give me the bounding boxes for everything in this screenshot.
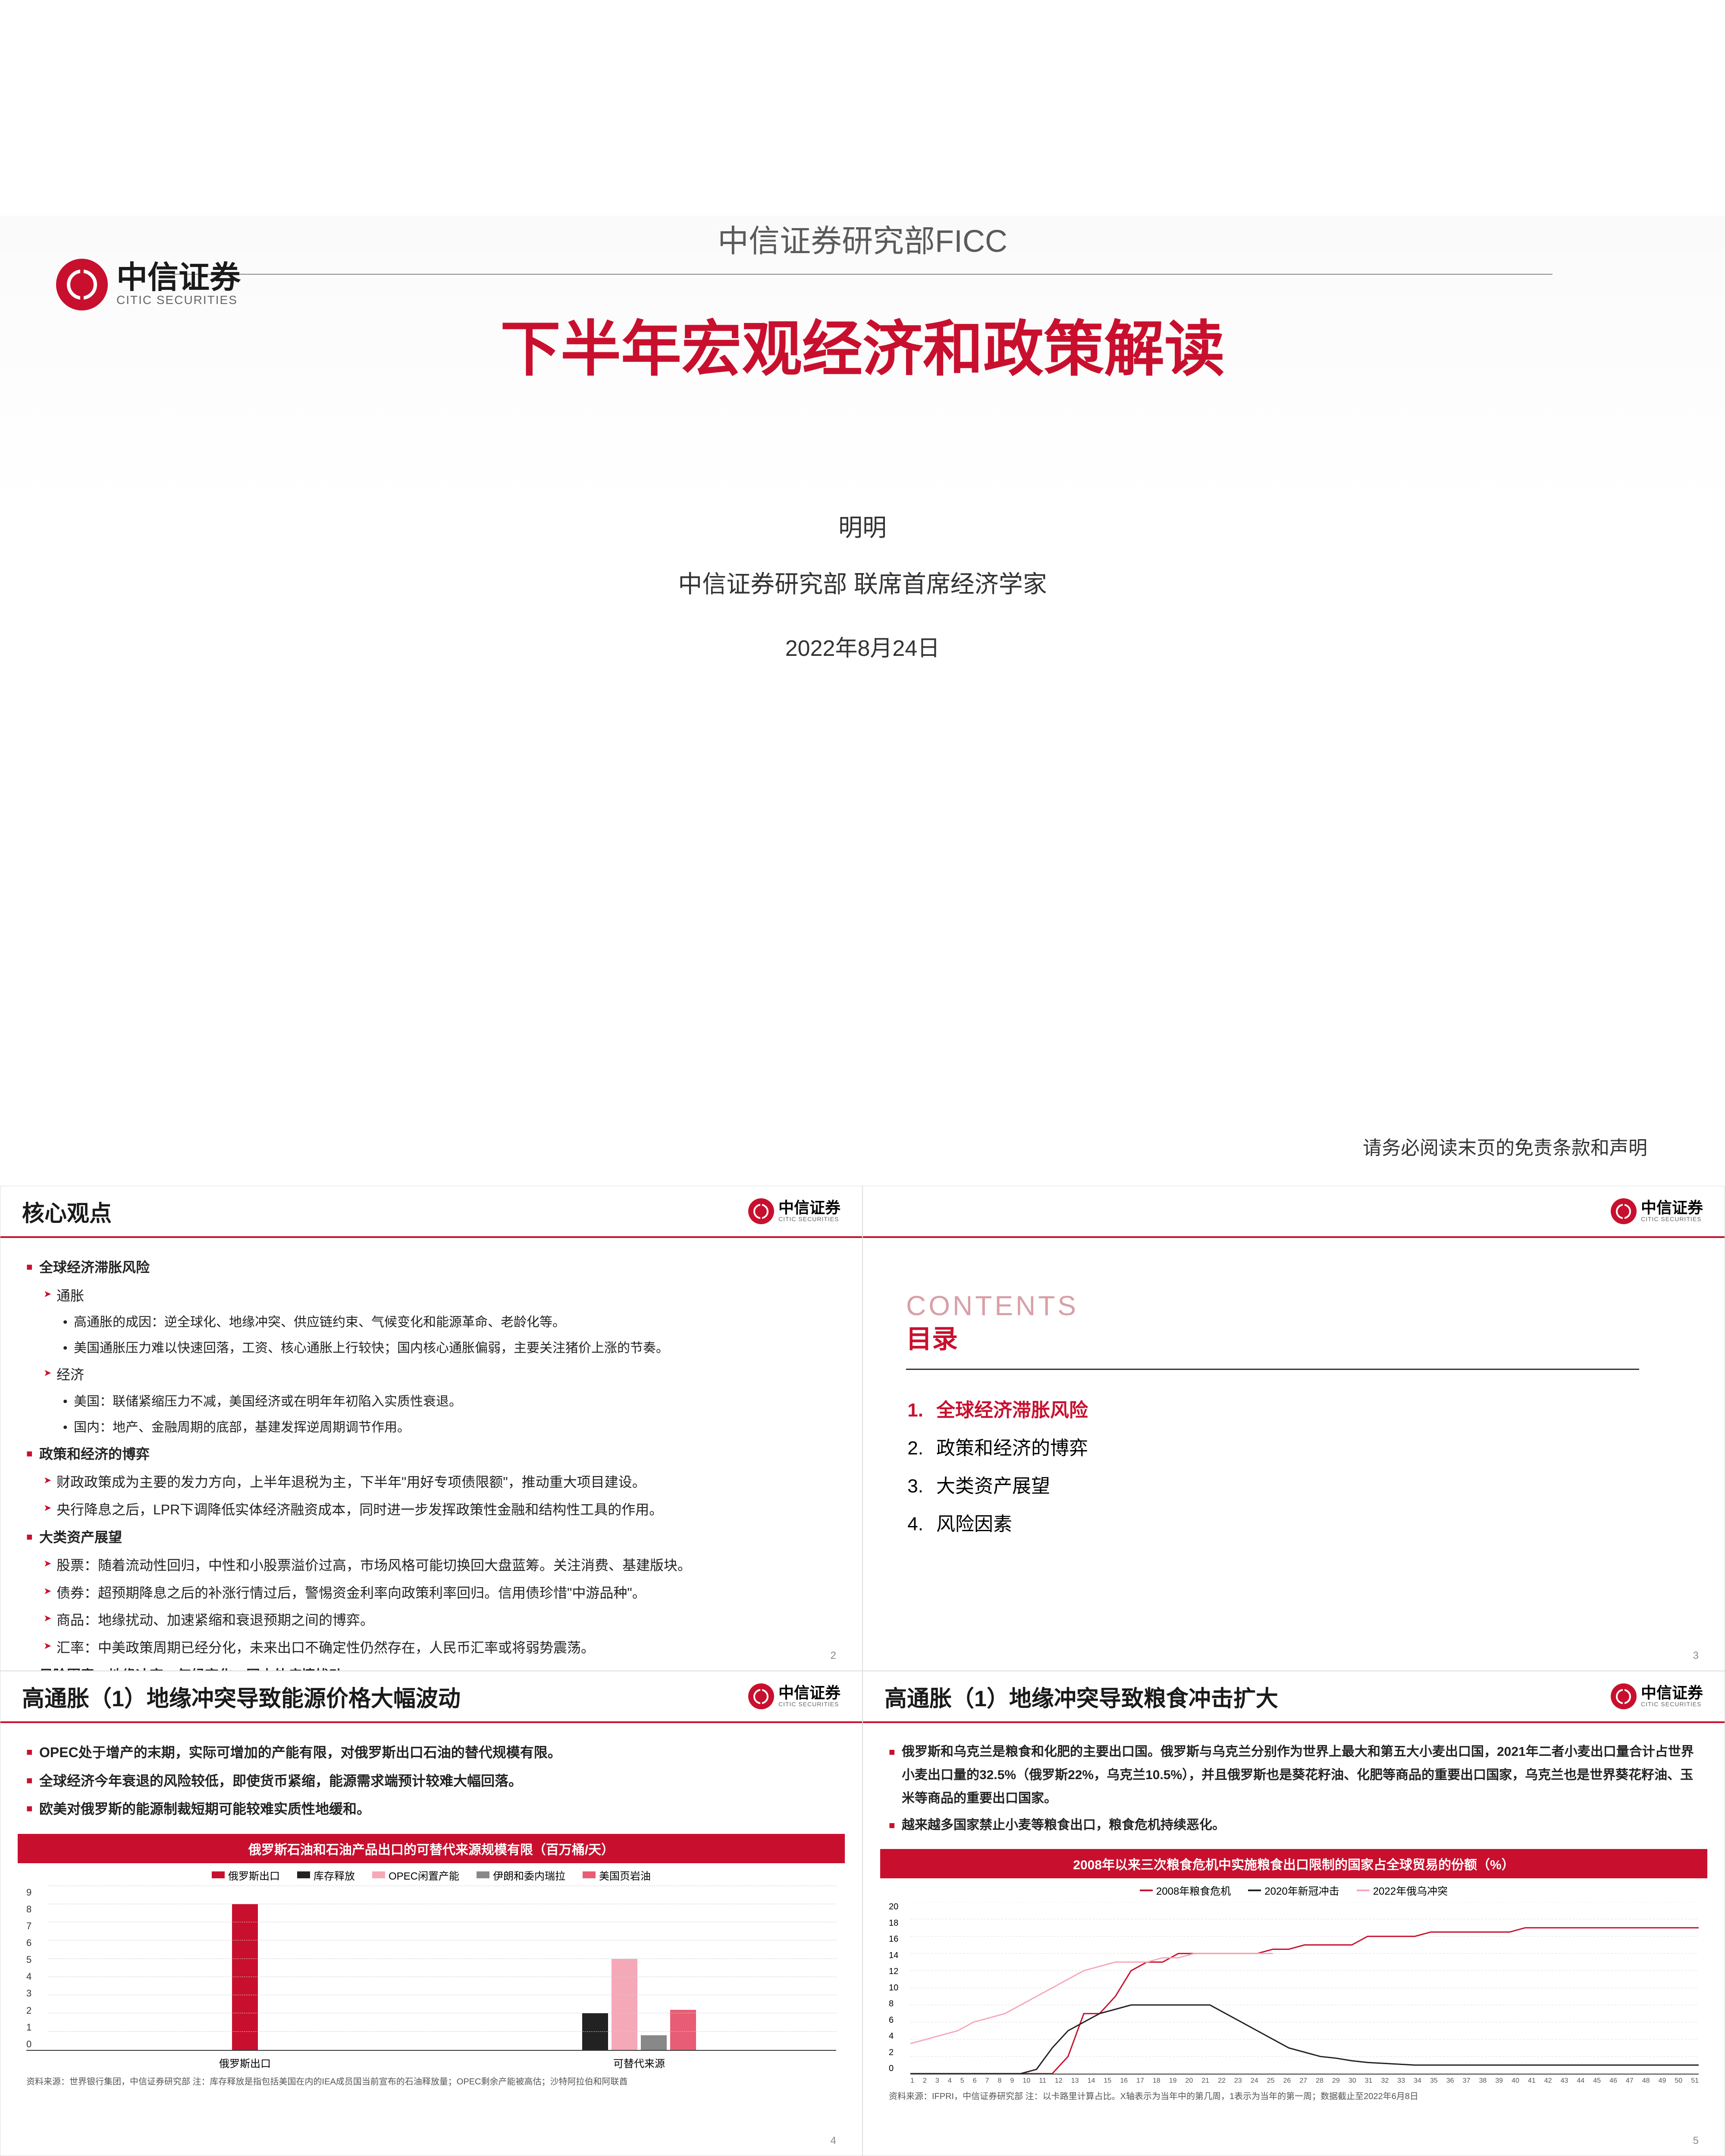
slide-grid: 核心观点 中信证券CITIC SECURITIES 全球经济滞胀风险通胀高通胀的…	[0, 1186, 1725, 2156]
bullet-l2: 股票：随着流动性回归，中性和小股票溢价过高，市场风格可能切换回大盘蓝筹。关注消费…	[26, 1553, 836, 1578]
cover-title: 下半年宏观经济和政策解读	[0, 301, 1725, 388]
bar	[612, 1959, 637, 2050]
bullet-l2: 债券：超预期降息之后的补涨行情过后，警惕资金利率向政策利率回归。信用债珍惜"中游…	[26, 1581, 836, 1606]
slide-header: 核心观点 中信证券CITIC SECURITIES	[0, 1186, 862, 1238]
contents-label-cn: 目录	[906, 1318, 1681, 1356]
legend-item: 2022年俄乌冲突	[1357, 1883, 1448, 1898]
page-number: 3	[1693, 1650, 1699, 1662]
slide-header: 中信证券CITIC SECURITIES	[863, 1186, 1725, 1238]
contents-body: CONTENTS 目录 1.全球经济滞胀风险2.政策和经济的博弈3.大类资产展望…	[863, 1238, 1725, 1595]
chart-title: 俄罗斯石油和石油产品出口的可替代来源规模有限（百万桶/天）	[18, 1834, 845, 1863]
chart-source: 资料来源：世界银行集团，中信证券研究部 注：库存释放是指包括美国在内的IEA成员…	[26, 2075, 836, 2087]
legend-item: 俄罗斯出口	[212, 1868, 280, 1883]
slide-body: OPEC处于增产的末期，实际可增加的产能有限，对俄罗斯出口石油的替代规模有限。全…	[0, 1723, 862, 1830]
bullet-l2: 商品：地缘扰动、加速紧缩和衰退预期之间的博弈。	[26, 1608, 836, 1633]
cover-disclaimer: 请务必阅读末页的免责条款和声明	[1363, 1132, 1647, 1160]
cover-divider	[172, 274, 1552, 275]
bullet-l2: 通胀	[26, 1284, 836, 1309]
bar	[582, 2013, 608, 2049]
slide-logo: 中信证券CITIC SECURITIES	[748, 1683, 841, 1709]
bullet-l2: 经济	[26, 1363, 836, 1388]
bullet-l3: 美国：联储紧缩压力不减，美国经济或在明年年初陷入实质性衰退。	[26, 1390, 836, 1413]
legend-item: 2008年粮食危机	[1140, 1883, 1231, 1898]
bullet-l1: 俄罗斯和乌克兰是粮食和化肥的主要出口国。俄罗斯与乌克兰分别作为世界上最大和第五大…	[889, 1740, 1699, 1810]
logo-en: CITIC SECURITIES	[116, 293, 241, 307]
bullet-l1: 风险因素：地缘冲突、气候变化、国内外疫情扰动。	[26, 1663, 836, 1671]
bullet-l1: 欧美对俄罗斯的能源制裁短期可能较难实质性地缓和。	[26, 1797, 836, 1822]
chart-legend: 2008年粮食危机 2020年新冠冲击 2022年俄乌冲突	[863, 1883, 1725, 1898]
slide-body: 俄罗斯和乌克兰是粮食和化肥的主要出口国。俄罗斯与乌克兰分别作为世界上最大和第五大…	[863, 1723, 1725, 1845]
toc-item: 3.大类资产展望	[906, 1467, 1681, 1505]
slide-header: 高通胀（1）地缘冲突导致能源价格大幅波动 中信证券CITIC SECURITIE…	[0, 1671, 862, 1723]
bullet-l3: 国内：地产、金融周期的底部，基建发挥逆周期调节作用。	[26, 1416, 836, 1439]
contents-divider	[906, 1369, 1639, 1370]
bullet-l1: 全球经济滞胀风险	[26, 1255, 836, 1280]
page-number: 5	[1693, 2135, 1699, 2147]
bar	[670, 2010, 696, 2050]
legend-item: 伊朗和委内瑞拉	[477, 1868, 565, 1883]
bar	[641, 2035, 667, 2050]
toc-item: 2.政策和经济的博弈	[906, 1429, 1681, 1467]
page-number: 4	[831, 2135, 836, 2147]
bullet-l1: 全球经济今年衰退的风险较低，即使货币紧缩，能源需求端预计较难大幅回落。	[26, 1769, 836, 1794]
bullet-l2: 财政政策成为主要的发力方向，上半年退税为主，下半年"用好专项债限额"，推动重大项…	[26, 1470, 836, 1495]
slide-key-points: 核心观点 中信证券CITIC SECURITIES 全球经济滞胀风险通胀高通胀的…	[0, 1186, 862, 1671]
cover-role: 中信证券研究部 联席首席经济学家	[0, 565, 1725, 600]
bullet-l1: 大类资产展望	[26, 1525, 836, 1550]
cover-slide: 中信证券 CITIC SECURITIES 中信证券研究部FICC 下半年宏观经…	[0, 216, 1725, 1186]
bar-chart: 0123456789 俄罗斯出口可替代来源	[26, 1887, 836, 2070]
slide-logo: 中信证券CITIC SECURITIES	[1611, 1198, 1703, 1224]
chart-line	[910, 1953, 1273, 2043]
bullet-l3: 高通胀的成因：逆全球化、地缘冲突、供应链约束、气候变化和能源革命、老龄化等。	[26, 1311, 836, 1334]
toc-item: 4.风险因素	[906, 1505, 1681, 1543]
logo-cn: 中信证券	[116, 262, 241, 293]
chart-source: 资料来源：IFPRI，中信证券研究部 注：以卡路里计算占比。X轴表示为当年中的第…	[889, 2089, 1699, 2102]
toc-item: 1.全球经济滞胀风险	[906, 1391, 1681, 1429]
slide-energy-chart: 高通胀（1）地缘冲突导致能源价格大幅波动 中信证券CITIC SECURITIE…	[0, 1671, 862, 2156]
logo-block: 中信证券 CITIC SECURITIES	[56, 259, 241, 310]
slide-contents: 中信证券CITIC SECURITIES CONTENTS 目录 1.全球经济滞…	[862, 1186, 1725, 1671]
chart-title: 2008年以来三次粮食危机中实施粮食出口限制的国家占全球贸易的份额（%）	[880, 1849, 1707, 1878]
bullet-l1: 政策和经济的博弈	[26, 1442, 836, 1467]
cover-author: 明明	[0, 508, 1725, 543]
contents-label-en: CONTENTS	[906, 1290, 1681, 1322]
chart-legend: 俄罗斯出口 库存释放 OPEC闲置产能 伊朗和委内瑞拉 美国页岩油	[0, 1868, 862, 1883]
bullet-l2: 央行降息之后，LPR下调降低实体经济融资成本，同时进一步发挥政策性金融和结构性工…	[26, 1498, 836, 1523]
bullet-l1: 越来越多国家禁止小麦等粮食出口，粮食危机持续恶化。	[889, 1814, 1699, 1837]
bar-group	[442, 1959, 836, 2050]
slide-food-chart: 高通胀（1）地缘冲突导致粮食冲击扩大 中信证券CITIC SECURITIES …	[862, 1671, 1725, 2156]
legend-item: 美国页岩油	[583, 1868, 651, 1883]
slide-logo: 中信证券CITIC SECURITIES	[748, 1198, 841, 1224]
cover-date: 2022年8月24日	[0, 630, 1725, 662]
legend-item: 2020年新冠冲击	[1248, 1883, 1339, 1898]
slide-title: 高通胀（1）地缘冲突导致能源价格大幅波动	[22, 1680, 461, 1713]
slide-title: 核心观点	[22, 1195, 112, 1228]
toc-list: 1.全球经济滞胀风险2.政策和经济的博弈3.大类资产展望4.风险因素	[906, 1391, 1681, 1543]
slide-body: 全球经济滞胀风险通胀高通胀的成因：逆全球化、地缘冲突、供应链约束、气候变化和能源…	[0, 1238, 862, 1671]
bullet-l1: OPEC处于增产的末期，实际可增加的产能有限，对俄罗斯出口石油的替代规模有限。	[26, 1740, 836, 1765]
slide-title: 高通胀（1）地缘冲突导致粮食冲击扩大	[884, 1680, 1278, 1713]
cover-department: 中信证券研究部FICC	[0, 216, 1725, 261]
bullet-l2: 汇率：中美政策周期已经分化，未来出口不确定性仍然存在，人民币汇率或将弱势震荡。	[26, 1636, 836, 1661]
legend-item: OPEC闲置产能	[372, 1868, 459, 1883]
slide-logo: 中信证券CITIC SECURITIES	[1611, 1683, 1703, 1709]
page-number: 2	[831, 1650, 836, 1662]
legend-item: 库存释放	[297, 1868, 355, 1883]
logo-icon	[56, 259, 108, 310]
bullet-l3: 美国通胀压力难以快速回落，工资、核心通胀上行较快；国内核心通胀偏弱，主要关注猪价…	[26, 1337, 836, 1360]
line-chart: 02468101214161820 1234567891011121314151…	[889, 1902, 1699, 2085]
slide-header: 高通胀（1）地缘冲突导致粮食冲击扩大 中信证券CITIC SECURITIES	[863, 1671, 1725, 1723]
